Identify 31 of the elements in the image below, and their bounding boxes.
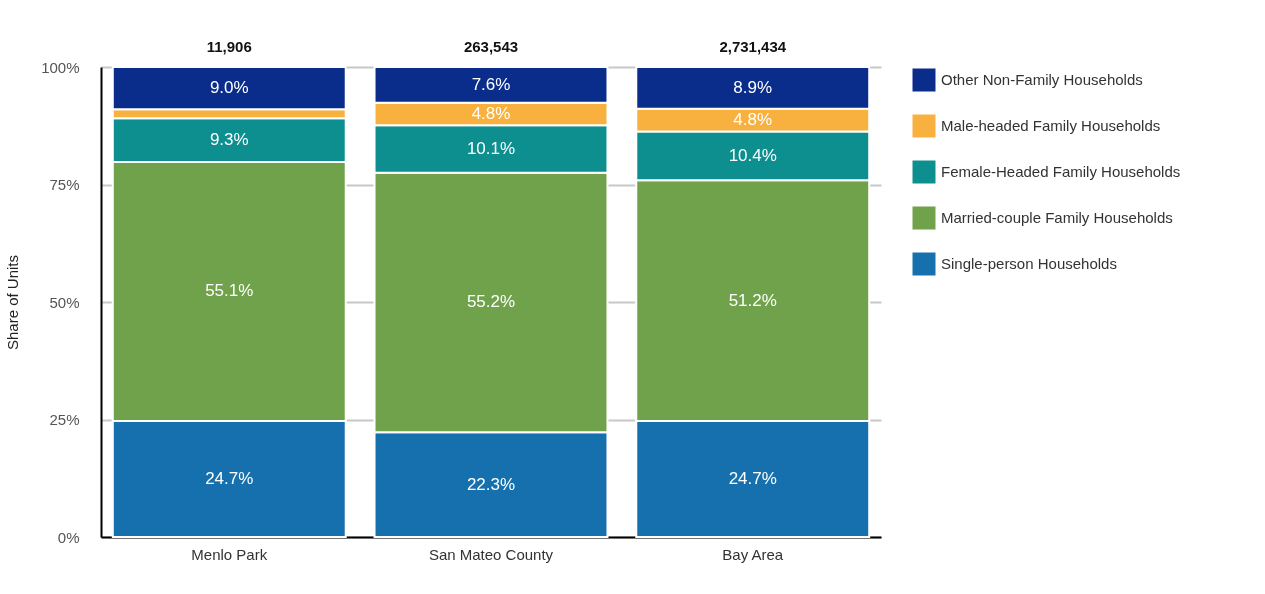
x-tick-label: San Mateo County — [428, 545, 554, 563]
data-label: 24.7% — [205, 468, 254, 488]
data-label: 4.8% — [733, 110, 773, 130]
data-label: 10.1% — [466, 139, 516, 159]
y-axis-title: Share of Units — [4, 254, 22, 351]
x-tick-label: Bay Area — [722, 545, 784, 563]
y-tick-label: 100% — [41, 58, 80, 76]
x-tick-label: Menlo Park — [191, 545, 268, 563]
y-tick-label: 0% — [57, 528, 80, 546]
data-label: 22.3% — [466, 474, 516, 494]
y-tick-label: 75% — [49, 176, 80, 193]
data-label: 10.4% — [728, 145, 777, 165]
data-label: 55.1% — [205, 281, 254, 301]
y-tick-label: 50% — [49, 293, 80, 311]
legend-label: Married-couple Family Households — [941, 209, 1173, 226]
data-label: 51.2% — [728, 290, 777, 310]
annotation: 11,906 — [206, 38, 252, 55]
annotation: 263,543 — [463, 38, 519, 55]
data-label: 8.9% — [733, 77, 773, 97]
legend-label: Single-person Households — [941, 255, 1117, 272]
data-label: 24.7% — [728, 468, 777, 488]
data-label: 55.2% — [466, 292, 516, 312]
legend-label: Male-headed Family Households — [941, 117, 1161, 134]
data-label: 7.6% — [471, 74, 511, 94]
annotation: 2,731,434 — [719, 38, 787, 55]
data-label: 9.0% — [209, 78, 249, 98]
data-label: 4.8% — [471, 104, 511, 123]
data-label: 9.3% — [209, 130, 249, 150]
legend-label: Other Non-Family Households — [941, 71, 1143, 88]
legend-label: Female-Headed Family Households — [941, 163, 1181, 180]
y-tick-label: 25% — [49, 411, 80, 428]
